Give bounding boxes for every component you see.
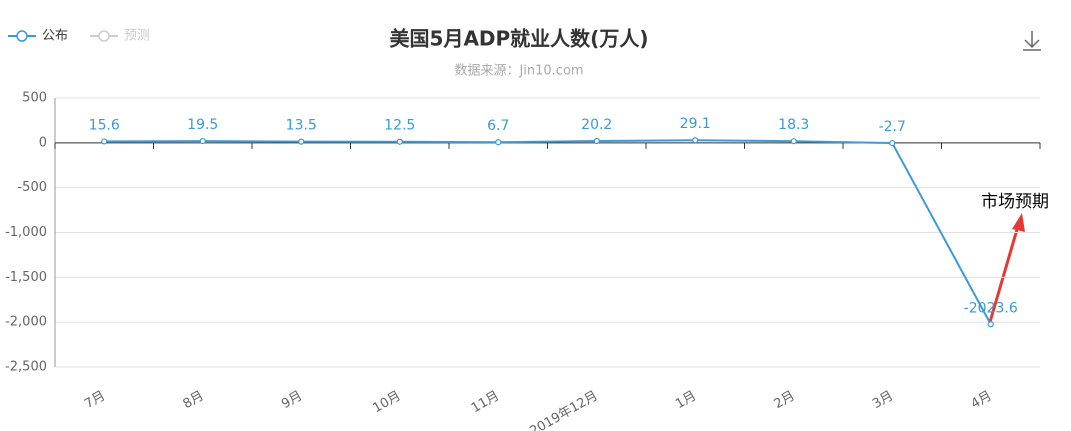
annotation: 市场预期 (981, 192, 1049, 212)
y-tick-label: -2,500 (5, 360, 47, 375)
data-point (495, 139, 502, 146)
x-tick-label: 9月 (279, 389, 305, 413)
data-point (298, 138, 305, 145)
legend-label: 预测 (124, 29, 150, 44)
data-point (199, 137, 206, 145)
data-label: 29.1 (680, 116, 711, 132)
download-icon[interactable] (1023, 31, 1041, 51)
arrow-head (1012, 213, 1025, 232)
legend-marker (16, 30, 28, 42)
annotation-arrow (988, 213, 1025, 323)
x-tick-label: 1月 (673, 389, 699, 413)
y-tick-label: 0 (39, 135, 47, 150)
y-tick-label: -1,500 (5, 270, 47, 285)
download-glyph (1023, 31, 1041, 51)
x-tick-label: 2月 (772, 389, 798, 413)
chart-subtitle: 数据来源：Jin10.com (454, 64, 583, 79)
data-label: -2.7 (879, 119, 906, 135)
x-tick-label: 3月 (870, 389, 896, 413)
x-tick-label: 7月 (82, 389, 108, 413)
series-line (104, 139, 992, 325)
y-tick-label: -500 (17, 180, 47, 195)
x-tick-label: 11月 (469, 389, 502, 417)
data-label: 19.5 (187, 117, 218, 133)
legend-item[interactable]: 预测 (90, 29, 150, 44)
data-point (396, 138, 403, 145)
data-point (692, 137, 699, 144)
data-point (593, 137, 600, 145)
data-label: 15.6 (89, 117, 120, 133)
data-label: 6.7 (487, 118, 509, 134)
chart-title: 美国5月ADP就业人数(万人) (390, 27, 649, 51)
data-point (790, 138, 797, 145)
data-label: 18.3 (778, 117, 809, 133)
data-point (889, 139, 896, 147)
data-label: 20.2 (581, 117, 612, 133)
x-tick-label: 8月 (181, 389, 207, 413)
data-point (987, 321, 994, 328)
x-tick-label: 10月 (370, 389, 403, 417)
y-tick-label: -2,000 (5, 315, 47, 330)
x-tick-label: 4月 (969, 389, 995, 413)
x-tick-label: 2019年12月 (527, 389, 600, 431)
legend-marker (98, 30, 110, 42)
arrow-shaft (988, 225, 1020, 323)
data-label: 12.5 (384, 118, 415, 134)
data-label: 13.5 (286, 118, 317, 134)
y-tick-label: -1,000 (5, 225, 47, 240)
data-label: -2023.6 (964, 300, 1018, 316)
data-point (101, 138, 108, 145)
legend-item[interactable]: 公布 (8, 29, 68, 44)
legend-label: 公布 (42, 29, 68, 44)
y-tick-label: 500 (22, 91, 47, 106)
